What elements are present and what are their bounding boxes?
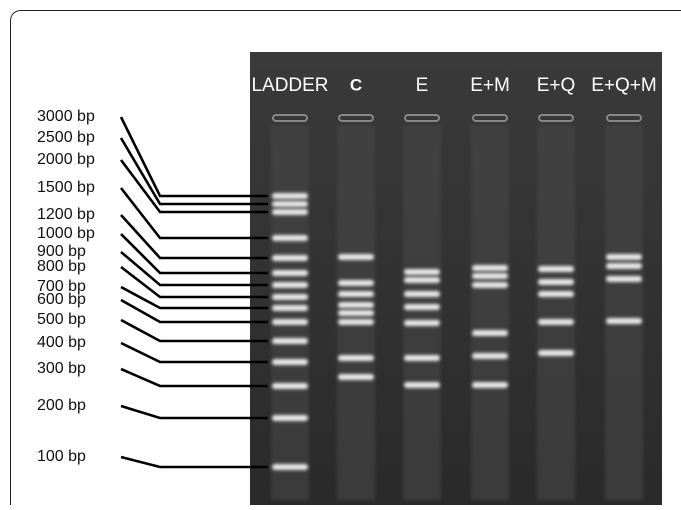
band	[272, 319, 308, 325]
band	[272, 209, 308, 215]
band	[338, 302, 374, 308]
band	[538, 319, 574, 325]
band	[272, 338, 308, 344]
ladder-label: 500 bp	[37, 311, 86, 328]
band	[338, 280, 374, 286]
band	[404, 355, 440, 361]
lane-smear	[537, 125, 575, 500]
ladder-label: 100 bp	[37, 448, 86, 465]
lane-smear	[271, 125, 309, 500]
ladder-label: 400 bp	[37, 334, 86, 351]
band	[606, 254, 642, 260]
band	[272, 464, 308, 470]
ladder-label: 1200 bp	[37, 206, 95, 223]
band	[272, 270, 308, 276]
band	[404, 320, 440, 326]
lane-label: E+Q	[537, 75, 576, 96]
band	[338, 291, 374, 297]
band	[538, 266, 574, 272]
lane-smear	[605, 125, 643, 500]
band	[272, 359, 308, 365]
ladder-label: 1000 bp	[37, 225, 95, 242]
ladder-label: 800 bp	[37, 258, 86, 275]
band	[472, 330, 508, 336]
band	[606, 276, 642, 282]
band	[338, 254, 374, 260]
band	[472, 273, 508, 279]
lane-smear	[471, 125, 509, 500]
band	[338, 355, 374, 361]
ladder-label: 2000 bp	[37, 151, 95, 168]
band	[472, 382, 508, 388]
band	[538, 291, 574, 297]
band	[272, 201, 308, 207]
lane-label: LADDER	[251, 75, 328, 96]
band	[472, 265, 508, 271]
ladder-label: 1500 bp	[37, 179, 95, 196]
ladder-label: 2500 bp	[37, 129, 95, 146]
band	[272, 193, 308, 199]
band	[404, 291, 440, 297]
band	[338, 310, 374, 316]
ladder-label: 300 bp	[37, 360, 86, 377]
lane-label: E	[416, 75, 429, 96]
ladder-label: 200 bp	[37, 397, 86, 414]
lane-label: E+M	[470, 75, 510, 96]
band	[472, 353, 508, 359]
lane-label: E+Q+M	[591, 75, 656, 96]
ladder-label: 600 bp	[37, 291, 86, 308]
band	[472, 282, 508, 288]
band	[272, 235, 308, 241]
band	[606, 263, 642, 269]
band	[404, 382, 440, 388]
band	[272, 282, 308, 288]
band	[606, 318, 642, 324]
lane-label: C	[350, 75, 362, 94]
ladder-label: 3000 bp	[37, 108, 95, 125]
band	[404, 304, 440, 310]
lane-smear	[403, 125, 441, 500]
band	[338, 374, 374, 380]
band	[272, 294, 308, 300]
band	[538, 350, 574, 356]
band	[272, 305, 308, 311]
gel	[250, 52, 662, 505]
band	[272, 383, 308, 389]
figure: LADDER C E E+M E+Q E+Q+M 3000 bp 2500 bp 2000 bp…	[0, 0, 681, 505]
band	[338, 319, 374, 325]
band	[272, 255, 308, 261]
band	[404, 277, 440, 283]
band	[404, 269, 440, 275]
band	[272, 415, 308, 421]
band	[538, 279, 574, 285]
